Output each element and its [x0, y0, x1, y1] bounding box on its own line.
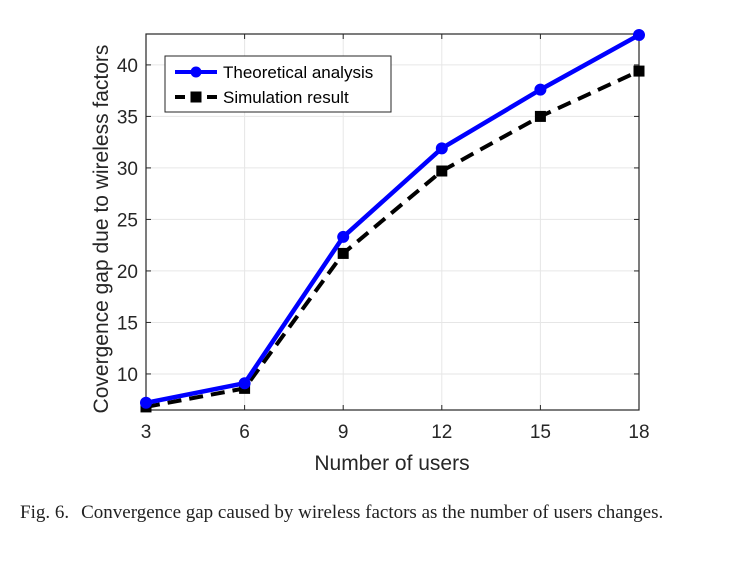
x-tick-label: 15 [530, 422, 551, 443]
y-tick-label: 15 [117, 313, 138, 334]
data-point [534, 83, 547, 96]
y-tick-label: 25 [117, 210, 138, 231]
data-point [633, 29, 645, 42]
legend-marker [190, 66, 202, 78]
figure-label: Fig. 6. [20, 502, 70, 523]
data-point [435, 142, 448, 155]
series-line [145, 33, 641, 405]
y-axis-ticks: 10 15 20 25 30 35 40 [117, 56, 639, 386]
x-tick-label: 9 [338, 422, 349, 443]
y-tick-label: 30 [117, 159, 138, 180]
x-tick-label: 3 [141, 422, 152, 443]
x-axis-label: Number of users [314, 452, 469, 475]
data-series [140, 29, 645, 413]
legend: Theoretical analysis Simulation result [164, 55, 392, 113]
y-axis-label: Covergence gap due to wireless factors [90, 45, 113, 414]
data-point [633, 65, 645, 77]
series-simulation-result [140, 65, 645, 413]
y-tick-label: 35 [117, 107, 138, 128]
legend-label: Simulation result [223, 88, 349, 107]
data-point [337, 247, 349, 259]
x-tick-label: 12 [431, 422, 452, 443]
data-point [140, 396, 152, 409]
x-axis-ticks: 3 6 9 12 15 18 [141, 34, 650, 443]
series-line [145, 69, 640, 409]
x-tick-label: 18 [628, 422, 649, 443]
legend-marker [190, 91, 202, 103]
data-point [534, 110, 546, 122]
data-point [436, 165, 448, 177]
line-chart: 3 6 9 12 15 18 10 15 20 25 30 35 40 Number of users… [90, 29, 650, 475]
data-point [337, 230, 350, 243]
legend-box [164, 55, 392, 113]
data-point [238, 377, 251, 390]
legend-label: Theoretical analysis [223, 63, 373, 82]
y-tick-label: 10 [117, 365, 138, 386]
x-tick-label: 6 [239, 422, 250, 443]
y-tick-label: 20 [117, 262, 138, 283]
series-theoretical-analysis [140, 29, 645, 409]
caption-text: Convergence gap caused by wireless facto… [81, 502, 664, 523]
plot-frame [145, 33, 640, 411]
y-tick-label: 40 [117, 56, 138, 77]
figure-caption: Fig. 6. Convergence gap caused by wireles… [20, 500, 725, 525]
